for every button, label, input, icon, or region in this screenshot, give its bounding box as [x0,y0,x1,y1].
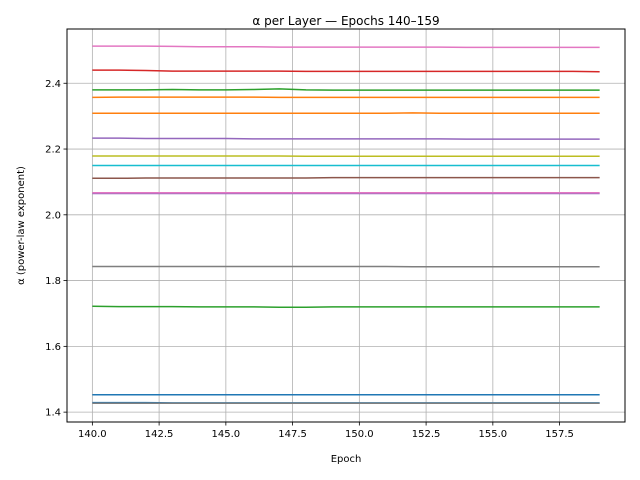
x-tick-label: 145.0 [212,429,241,440]
y-tick-label: 2.2 [45,145,61,156]
x-tick-label: 155.0 [479,429,508,440]
series-line-3 [92,88,600,91]
plot-frame [66,28,626,423]
grid [67,29,625,422]
series-line-13 [92,305,600,308]
y-tick-label: 2.0 [45,210,61,221]
x-tick-label: 140.0 [78,429,107,440]
series-layer [92,45,600,404]
y-tick-label: 1.8 [45,276,61,287]
series-line-1 [92,45,600,49]
y-axis: 1.4 1.6 1.8 2.0 2.2 2.4 [45,79,67,419]
chart-title: α per Layer — Epochs 140–159 [252,14,439,28]
x-tick-label: 142.5 [145,429,174,440]
x-axis-label: Epoch [331,454,362,465]
x-tick-label: 157.5 [545,429,574,440]
y-axis-label: α (power-law exponent) [16,166,27,285]
series-line-6 [92,137,600,140]
x-axis: 140.0 142.5 145.0 147.5 150.0 152.5 155.0 157.5 [78,422,574,440]
y-tick-label: 1.6 [45,342,61,353]
y-tick-label: 1.4 [45,408,61,419]
x-tick-label: 152.5 [412,429,441,440]
x-tick-label: 147.5 [278,429,307,440]
y-tick-label: 2.4 [45,79,61,90]
series-line-9 [92,176,600,180]
x-tick-label: 150.0 [345,429,374,440]
series-line-2 [92,69,600,73]
